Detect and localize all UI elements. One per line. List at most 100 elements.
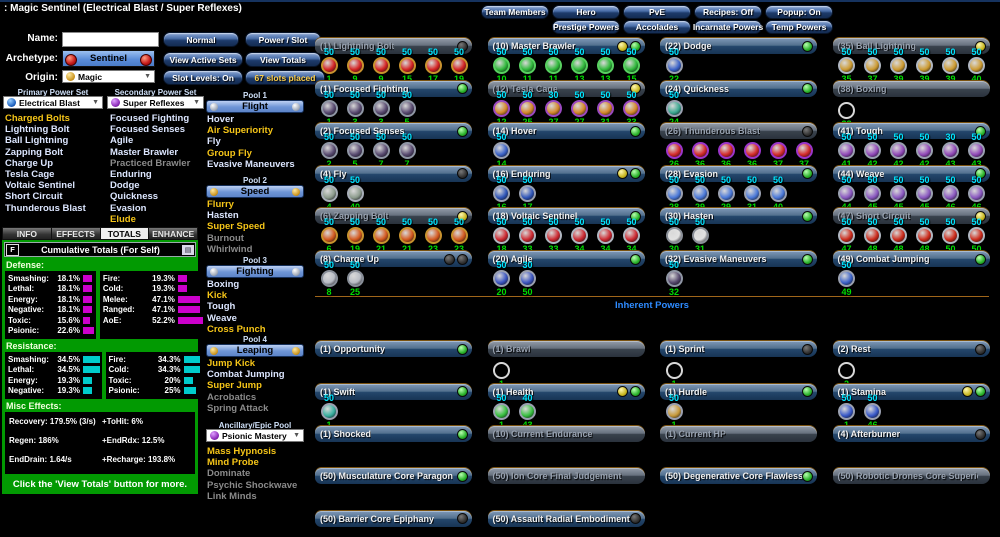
enhancement-slot[interactable]: 50 48 (912, 218, 938, 254)
powerset-power[interactable]: Mass Hypnosis (207, 446, 277, 457)
enhancement-slot[interactable]: 50 7 (394, 133, 420, 169)
pool-header-speed[interactable]: Speed (206, 185, 304, 198)
enhancement-slot[interactable]: 50 28 (661, 175, 687, 212)
powerset-power[interactable]: Ball Lightning (5, 135, 69, 147)
power-bar[interactable]: (1) Stamina (832, 383, 990, 400)
power-bar[interactable]: (47) Short Circuit (832, 208, 990, 225)
pool-power[interactable]: Hover (207, 114, 234, 125)
power-bar[interactable]: (30) Hasten (660, 208, 817, 225)
enhancement-slot[interactable]: 50 37 (860, 48, 886, 84)
powerset-power[interactable]: Agile (110, 135, 134, 147)
enhancement-slot[interactable]: 50 48 (860, 218, 886, 254)
enhancement-slot[interactable]: 50 40 (964, 48, 990, 84)
powerset-power[interactable]: Focused Senses (110, 124, 185, 136)
enhancement-slot[interactable]: 50 1 (489, 393, 515, 430)
enhancement-slot[interactable]: 50 1 (316, 393, 342, 430)
enhancement-slot[interactable]: 40 43 (515, 393, 541, 430)
power-bar[interactable]: (2) Rest (832, 341, 990, 357)
enhancement-slot[interactable]: 50 33 (619, 90, 645, 127)
power-bar[interactable]: (50) Musculature Core Paragon (315, 468, 472, 484)
enhancement-slot[interactable]: 50 43 (964, 133, 990, 169)
epic-pool-select[interactable]: Psionic Mastery ▼ (206, 429, 304, 442)
power-bar[interactable]: (4) Afterburner (832, 426, 990, 442)
enhancement-slot[interactable]: 50 3 (368, 90, 394, 127)
power-bar[interactable]: (1) Shocked (315, 426, 472, 442)
name-input[interactable] (62, 32, 159, 47)
power-slot-button[interactable]: Power / Slot (245, 32, 321, 47)
powerset-power[interactable]: Enduring (110, 169, 152, 181)
enhancement-slot[interactable]: 50 21 (394, 218, 420, 254)
pool-power[interactable]: Super Speed (207, 221, 266, 233)
power-bar[interactable]: (10) Current Endurance (487, 426, 645, 442)
slot-levels-button[interactable]: Slot Levels: On (163, 70, 243, 85)
top-button-temp-powers[interactable]: Temp Powers (765, 20, 833, 34)
powerset-power[interactable]: Dodge (110, 180, 140, 192)
enhancement-slot[interactable]: 50 17 (420, 48, 446, 84)
power-bar[interactable]: (1) Opportunity (315, 341, 472, 357)
enhancement-slot[interactable]: 50 44 (834, 175, 860, 212)
enhancement-slot[interactable]: 50 1 (661, 393, 687, 430)
pool-power[interactable]: Spring Attack (207, 402, 269, 414)
power-bar[interactable]: (35) Ball Lightning (832, 38, 990, 54)
enhancement-slot[interactable]: 50 32 (661, 261, 687, 297)
power-bar[interactable]: (50) Robotic Drones Core Superior Ally (832, 468, 990, 484)
enhancement-slot[interactable]: 50 18 (489, 218, 515, 254)
pool-header-flight[interactable]: Flight (206, 100, 304, 113)
pool-header-leaping[interactable]: Leaping (206, 344, 304, 357)
archetype-selector[interactable]: Sentinel (62, 50, 155, 67)
enhancement-slot[interactable]: 30 27 (541, 90, 567, 127)
power-bar[interactable]: (50) Barrier Core Epiphany (315, 510, 472, 527)
enhancement-slot[interactable]: 50 30 (661, 218, 687, 254)
power-bar[interactable]: (20) Agile (487, 251, 645, 267)
enhancement-slot[interactable]: 50 33 (541, 218, 567, 254)
enhancement-slot[interactable]: 50 23 (420, 218, 446, 254)
power-bar[interactable]: (16) Enduring (487, 165, 645, 182)
powerset-power[interactable]: Evasion (110, 202, 147, 214)
enhancement-slot[interactable]: 36 (687, 133, 713, 169)
powerset-power[interactable]: Psychic Shockwave (207, 479, 298, 491)
power-bar[interactable]: (1) Brawl (487, 341, 645, 357)
pool-power[interactable]: Evasive Maneuvers (207, 158, 295, 170)
enhancement-slot[interactable]: 50 19 (446, 48, 472, 84)
enhancement-slot[interactable]: 50 48 (886, 218, 912, 254)
enhancement-slot[interactable]: 50 33 (515, 218, 541, 254)
enhancement-slot[interactable]: 50 45 (912, 175, 938, 212)
enhancement-slot[interactable]: 50 17 (515, 175, 541, 212)
enhancement-slot[interactable]: 50 31 (593, 90, 619, 127)
enhancement-slot[interactable]: 50 16 (489, 175, 515, 212)
enhancement-slot[interactable]: 50 14 (489, 133, 515, 169)
enhancement-slot[interactable]: 50 24 (661, 90, 687, 127)
top-button-hero[interactable]: Hero (552, 5, 620, 19)
normal-button[interactable]: Normal (163, 32, 239, 47)
enhancement-slot[interactable]: 50 11 (515, 48, 541, 84)
tab-effects[interactable]: EFFECTS (50, 227, 100, 240)
powerset-power[interactable]: Master Brawler (110, 146, 179, 158)
enhancement-slot[interactable]: 50 34 (619, 218, 645, 254)
enhancement-slot[interactable]: 30 50 (515, 261, 541, 297)
archetype-next-icon[interactable] (140, 54, 152, 66)
enhancement-slot[interactable]: 50 5 (394, 90, 420, 127)
power-bar[interactable]: (38) Boxing (832, 80, 990, 97)
enhancement-slot[interactable]: 50 41 (834, 133, 860, 169)
enhancement-slot[interactable]: 37 (765, 133, 791, 169)
enhancement-slot[interactable]: 50 15 (619, 48, 645, 84)
power-bar[interactable]: (1) Swift (315, 383, 472, 400)
power-bar[interactable]: (44) Weave (832, 165, 990, 182)
powerset-power[interactable]: Elude (110, 213, 136, 225)
pool-power[interactable]: Fly (207, 136, 221, 148)
enhancement-slot[interactable]: 50 2 (316, 133, 342, 169)
enhancement-slot[interactable]: 36 (713, 133, 739, 169)
enhancement-slot[interactable]: 50 29 (713, 175, 739, 212)
power-bar[interactable]: (10) Master Brawler (487, 38, 645, 54)
enhancement-slot[interactable]: 50 10 (489, 48, 515, 84)
pool-power[interactable]: Tough (207, 301, 236, 313)
top-button-pve[interactable]: PvE (623, 5, 691, 19)
enhancement-slot[interactable]: 50 39 (912, 48, 938, 84)
enhancement-slot[interactable]: 26 (661, 133, 687, 169)
powerset-power[interactable]: Practiced Brawler (110, 157, 191, 169)
archetype-prev-icon[interactable] (65, 54, 77, 66)
power-bar[interactable]: (1) Sprint (660, 341, 817, 357)
enhancement-slot[interactable]: 50 8 (316, 261, 342, 297)
enhancement-slot[interactable]: 50 50 (964, 218, 990, 254)
powerset-power[interactable]: Dominate (207, 468, 251, 480)
